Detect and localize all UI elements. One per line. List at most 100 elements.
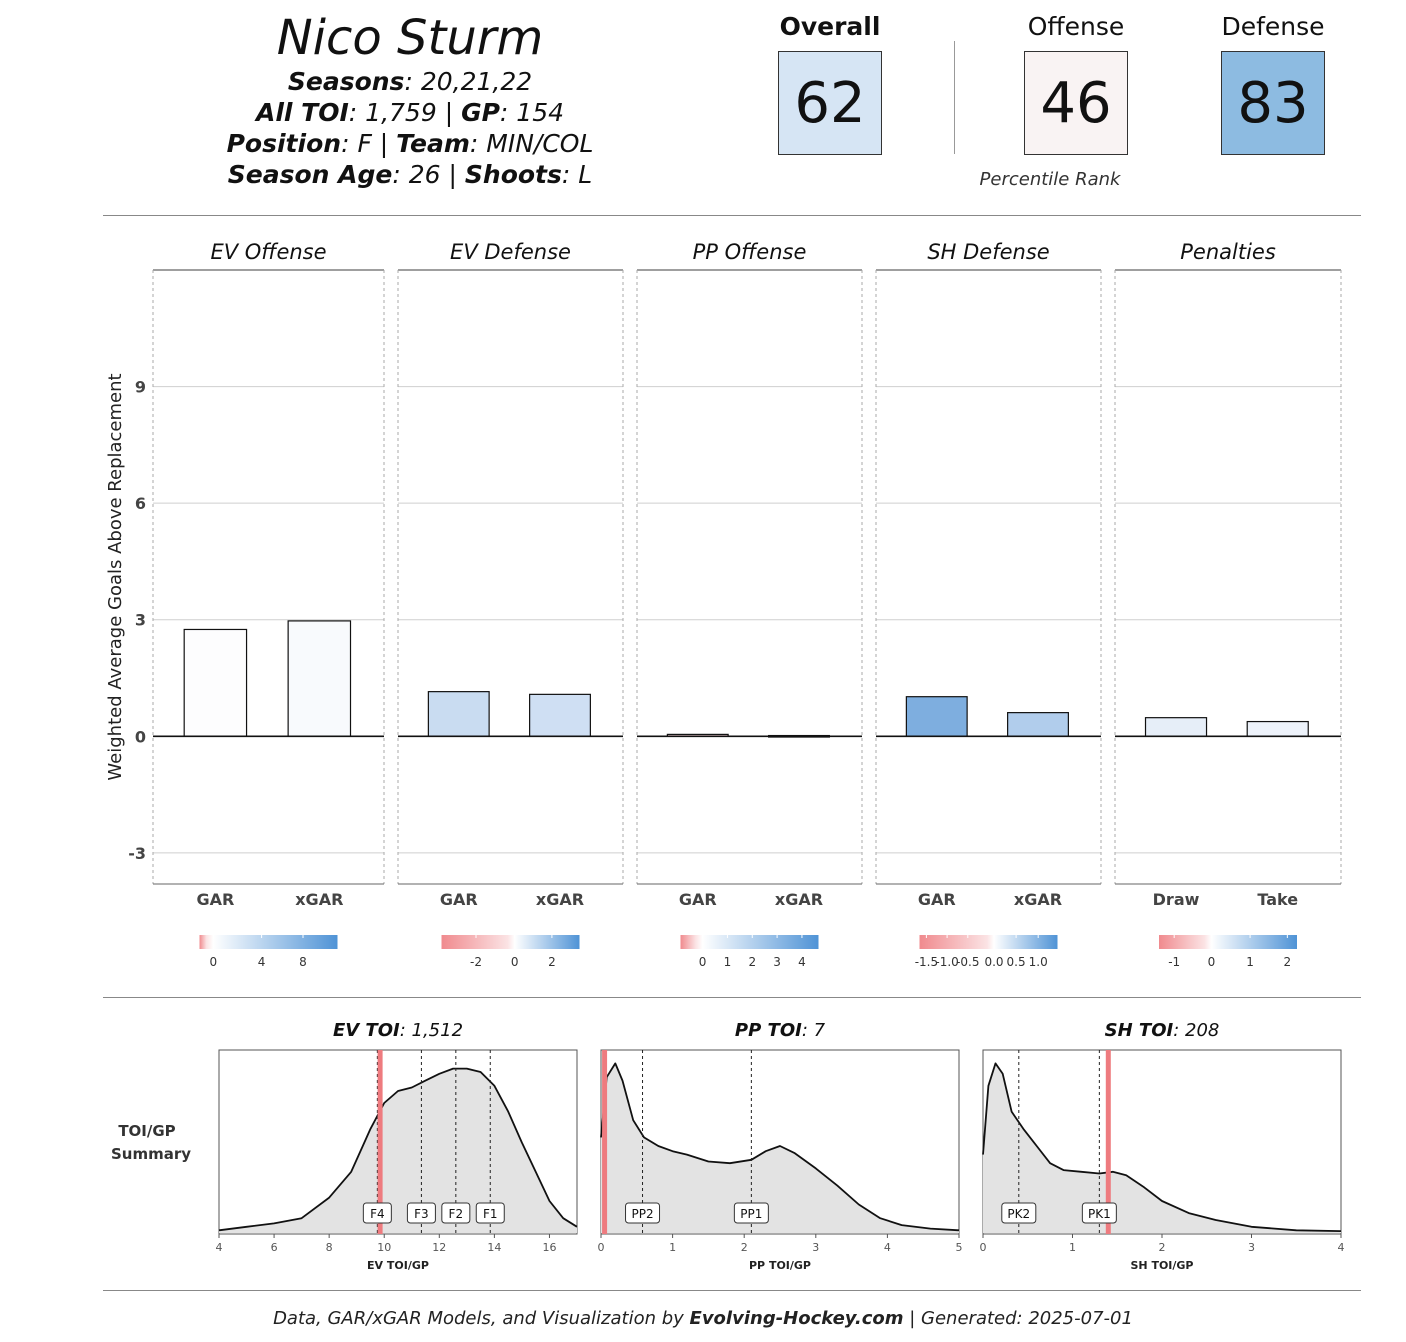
gar-bar-chart: Weighted Average Goals Above Replacement… <box>105 240 1342 969</box>
toi-panel-ev: EV TOI: 1,512 F4 F3 F2 F1 4 6 8 10 12 14 16 EV TOI/G… <box>216 1020 578 1272</box>
marker-label-pp1: PP1 <box>740 1207 762 1221</box>
player-header: Nico Sturm Seasons: 20,21,22 All TOI: 1,… <box>150 10 670 190</box>
x-tick-label: GAR <box>918 890 956 909</box>
age-value: 26 <box>408 160 441 189</box>
marker-label-pk1: PK1 <box>1088 1207 1111 1221</box>
age-line: Season Age: 26 | Shoots: L <box>227 160 593 189</box>
marker-label-box <box>1081 1202 1117 1224</box>
offense-score-box: 46 <box>1024 51 1128 155</box>
x-tick-label: 0 <box>980 1241 987 1254</box>
x-tick-label: 4 <box>884 1241 891 1254</box>
legend-tick-label: 4 <box>798 955 806 969</box>
density-area <box>601 1063 959 1233</box>
legend-tick-label: 0.5 <box>1007 955 1026 969</box>
toi-panel-title: EV TOI: 1,512 <box>333 1020 463 1041</box>
x-tick-label: 3 <box>812 1241 819 1254</box>
panel-title: EV Defense <box>450 240 571 264</box>
bar-gar <box>183 628 248 737</box>
toi-title-label: EV TOI <box>333 1020 400 1041</box>
offense-label: Offense <box>1027 12 1125 41</box>
age-label: Season Age <box>227 160 393 189</box>
x-tick-label: 4 <box>216 1241 223 1254</box>
x-tick-label: GAR <box>679 890 717 909</box>
marker-label-pp2: PP2 <box>631 1207 653 1221</box>
x-tick-label: xGAR <box>536 890 584 909</box>
x-tick-label: xGAR <box>1014 890 1062 909</box>
toi-title-value: : 208 <box>1173 1020 1219 1041</box>
legend-tick-label: 0 <box>1208 955 1216 969</box>
seasons-label: Seasons <box>287 67 405 96</box>
toi-panel-title: SH TOI: 208 <box>1105 1020 1220 1041</box>
marker-label-f2: F2 <box>449 1207 464 1221</box>
seasons-value: 20,21,22 <box>420 67 533 96</box>
toi-title-label: PP TOI <box>735 1020 802 1041</box>
shoots-value: L <box>578 160 593 189</box>
seasons-line: Seasons: 20,21,22 <box>287 67 533 96</box>
bar-xgar <box>287 620 352 737</box>
x-tick-label: 1 <box>1069 1241 1076 1254</box>
team-label: Team <box>396 129 470 158</box>
marker-label-f3: F3 <box>414 1207 429 1221</box>
x-tick-label: GAR <box>196 890 234 909</box>
gp-value: 154 <box>516 98 565 127</box>
y-axis-label: Weighted Average Goals Above Replacement <box>105 373 126 780</box>
position-line: Position: F | Team: MIN/COL <box>226 129 594 158</box>
bar-panel-penalties: Penalties Draw Take -1 0 1 2 <box>1114 240 1342 969</box>
density-area <box>219 1068 577 1233</box>
gp-label: GP <box>461 98 500 127</box>
legend-tick-label: 0 <box>511 955 519 969</box>
team-value: MIN/COL <box>486 129 594 158</box>
toi-value: 1,759 <box>365 98 437 127</box>
x-tick-label: 12 <box>432 1241 446 1254</box>
legend-tick-label: 0 <box>699 955 707 969</box>
legend-tick-label: 1.0 <box>1029 955 1048 969</box>
x-axis-label: SH TOI/GP <box>1130 1259 1193 1272</box>
x-tick-label: 4 <box>1338 1241 1345 1254</box>
marker-label-box <box>625 1202 661 1224</box>
overall-score-box: 62 <box>778 51 882 155</box>
x-tick-label: 3 <box>1248 1241 1255 1254</box>
defense-score-box: 83 <box>1221 51 1325 155</box>
x-tick-label: 2 <box>741 1241 748 1254</box>
legend-tick-label: 0 <box>209 955 217 969</box>
legend-tick-label: 0.0 <box>984 955 1003 969</box>
y-tick-label: 6 <box>135 494 146 513</box>
legend-tick-label: -1.0 <box>935 955 958 969</box>
color-legend-bar <box>1159 935 1297 949</box>
row-label-line2: Summary <box>111 1145 191 1163</box>
color-legend-bar <box>680 935 819 949</box>
legend-tick-label: 2 <box>748 955 756 969</box>
legend-tick-label: 3 <box>773 955 781 969</box>
x-tick-label: 1 <box>669 1241 676 1254</box>
toi-panel-pp: PP TOI: 7 PP2 PP1 0 1 2 3 4 5 PP TOI/GP <box>598 1020 963 1272</box>
toi-title-value: : 1,512 <box>400 1020 463 1041</box>
x-tick-label: xGAR <box>775 890 823 909</box>
x-tick-label: Draw <box>1153 890 1200 909</box>
panel-title: Penalties <box>1180 240 1276 264</box>
panel-title: SH Defense <box>927 240 1049 264</box>
x-tick-label: Take <box>1257 890 1298 909</box>
marker-label-box <box>406 1202 436 1224</box>
toi-label: All TOI <box>255 98 349 127</box>
toi-panel-title: PP TOI: 7 <box>735 1020 826 1041</box>
x-tick-label: 5 <box>956 1241 963 1254</box>
legend-tick-label: 2 <box>1284 955 1292 969</box>
x-axis-label: PP TOI/GP <box>749 1259 811 1272</box>
density-area <box>983 1063 1341 1233</box>
footer-divider <box>103 1290 1361 1291</box>
x-tick-label: 0 <box>598 1241 605 1254</box>
marker-label-f4: F4 <box>370 1207 385 1221</box>
x-tick-label: 16 <box>542 1241 556 1254</box>
legend-tick-label: 4 <box>258 955 266 969</box>
bar-gar <box>427 691 490 737</box>
bar-panel-sh-defense: SH Defense GAR xGAR -1.5-1.0-0.5 0.0 0.5 1.0 <box>875 240 1102 969</box>
ratings-divider <box>954 41 955 154</box>
marker-label-box <box>1001 1202 1037 1224</box>
legend-tick-label: -0.5 <box>956 955 979 969</box>
color-legend-bar <box>199 935 338 949</box>
bar-panel-pp-offense: PP Offense GAR xGAR 0 1 2 3 4 <box>636 240 863 969</box>
x-tick-label: 2 <box>1159 1241 1166 1254</box>
legend-tick-label: 8 <box>299 955 307 969</box>
x-axis-label: EV TOI/GP <box>367 1259 429 1272</box>
